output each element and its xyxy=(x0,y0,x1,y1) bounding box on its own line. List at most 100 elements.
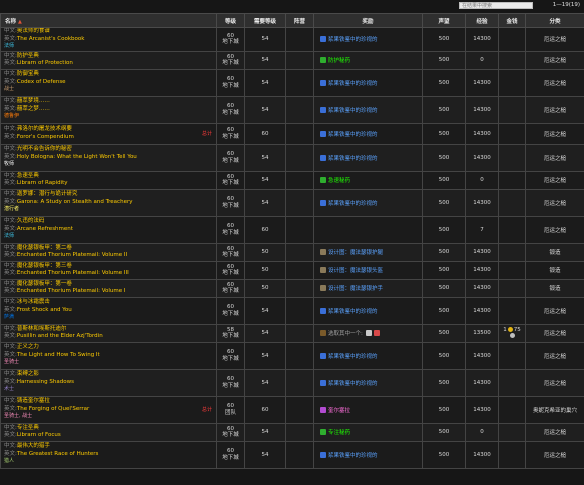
reward-link[interactable]: 专注秘药 xyxy=(328,430,351,436)
col-rep-header[interactable]: 声望 xyxy=(422,13,466,28)
quest-title-en[interactable]: The Greatest Race of Hunters xyxy=(16,450,99,457)
col-reward-header[interactable]: 奖励 xyxy=(313,13,423,28)
quest-title-en[interactable]: Librarn of Focus xyxy=(16,432,61,438)
table-row[interactable]: 中文:囍萃梦境…… 英文:囍萃之梦…… 德鲁伊 60 地下城 54 浆果铁鉴中的珍视的 500… xyxy=(0,95,584,124)
quest-title-cn[interactable]: 防御宝典 xyxy=(16,71,39,78)
category-cell[interactable]: 厄运之槌 xyxy=(525,68,584,97)
quest-title-cn[interactable]: 普斯林和埃斯托迪尔 xyxy=(16,325,67,332)
reward-item-icon[interactable] xyxy=(320,106,326,113)
col-camp-header[interactable]: 阵营 xyxy=(285,13,314,28)
reward-item-icon[interactable] xyxy=(320,79,326,86)
quest-title-cn[interactable]: 魔化瑟银板甲：第三卷 xyxy=(16,262,72,269)
potion-icon[interactable] xyxy=(320,57,326,63)
category-cell[interactable]: 奥妮克希亚的巢穴 xyxy=(525,395,584,424)
quest-title-cn[interactable]: 束缚之影 xyxy=(16,371,39,378)
quest-title-en[interactable]: Enchanted Thorium Platemail: Volume II xyxy=(16,252,128,258)
quest-title-cn[interactable]: 囍萃梦境…… xyxy=(16,98,50,105)
table-row[interactable]: 中文:防护圣典 英文:Librarn of Protection 60 地下城 54 防护… xyxy=(0,50,584,70)
table-row[interactable]: 中文:正义之力 英文:The Light and How To Swing It 圣… xyxy=(0,341,584,370)
recipe-scroll-icon[interactable] xyxy=(320,285,326,291)
category-cell[interactable]: 厄运之槌 xyxy=(525,27,584,52)
quest-title-cn[interactable]: 最伟大的猎手 xyxy=(16,443,50,450)
reward-link[interactable]: 浆果铁鉴中的珍视的 xyxy=(328,200,378,207)
quest-title-cn[interactable]: 迦罗娜：潜行与诡计研究 xyxy=(16,191,78,198)
reward-link[interactable]: 急速秘药 xyxy=(328,178,351,184)
quest-title-cn[interactable]: 久违的法码 xyxy=(16,218,45,225)
table-row[interactable]: 中文:魔化瑟银板甲：第三卷 英文:Enchanted Thorium Platem… xyxy=(0,260,584,280)
quest-title-cn[interactable]: 奥法师的食谱 xyxy=(16,28,50,34)
col-req-level-header[interactable]: 需要等级 xyxy=(244,13,286,28)
table-row[interactable]: 中文:普斯林和埃斯托迪尔 英文:Pusillin and the Elder Az… xyxy=(0,323,584,343)
reward-choice-icon[interactable] xyxy=(320,330,326,336)
category-cell[interactable]: 锻造 xyxy=(525,242,584,262)
quest-title-cn[interactable]: 冰与冰霜震击 xyxy=(16,299,50,306)
search-input[interactable]: 在结果中搜索 xyxy=(459,2,533,9)
category-cell[interactable]: 厄运之槌 xyxy=(525,50,584,70)
category-cell[interactable]: 厄运之槌 xyxy=(525,440,584,469)
quest-title-cn[interactable]: 弗洛尔的屠龙技术纲要 xyxy=(16,126,72,132)
table-row[interactable]: 中文:最伟大的猎手 英文:The Greatest Race of Hunters… xyxy=(0,440,584,469)
quest-title-cn[interactable]: 正义之力 xyxy=(16,344,39,351)
category-cell[interactable]: 厄运之槌 xyxy=(525,188,584,217)
reward-item-icon[interactable] xyxy=(320,352,326,359)
reward-item-icon[interactable] xyxy=(320,130,326,137)
quest-title-en[interactable]: Foror's Compendium xyxy=(16,133,74,140)
reward-link[interactable]: 浆果铁鉴中的珍视的 xyxy=(328,80,378,87)
potion-icon[interactable] xyxy=(320,429,326,435)
reward-item-icon[interactable] xyxy=(320,451,326,458)
category-cell[interactable]: 厄运之槌 xyxy=(525,170,584,190)
reward-item-icon[interactable] xyxy=(320,199,326,206)
reward-link[interactable]: 浆果铁鉴中的珍视的 xyxy=(328,452,378,459)
table-row[interactable]: 中文:魔化瑟银板甲：第一卷 英文:Enchanted Thorium Platem… xyxy=(0,278,584,298)
quest-title-en[interactable]: The Forging of Quel'Serrar xyxy=(16,405,90,412)
quest-title-en[interactable]: Codex of Defense xyxy=(16,78,66,85)
category-cell[interactable]: 厄运之槌 xyxy=(525,296,584,325)
reward-link[interactable]: 浆果铁鉴中的珍视的 xyxy=(328,37,378,44)
category-cell[interactable]: 厄运之槌 xyxy=(525,95,584,124)
quest-title-en[interactable]: Librarn of Protection xyxy=(16,60,73,66)
table-row[interactable]: 中文:弗洛尔的屠龙技术纲要 英文:Foror's Compendium 总计 60 地下… xyxy=(0,122,584,145)
table-row[interactable]: 中文:魔化瑟银板甲：第二卷 英文:Enchanted Thorium Platem… xyxy=(0,242,584,262)
table-row[interactable]: 中文:迦罗娜：潜行与诡计研究 英文:Garona: A Study on Stea… xyxy=(0,188,584,217)
reward-item-icon[interactable] xyxy=(320,36,326,43)
reward-link[interactable]: 浆果铁鉴中的珍视的 xyxy=(328,107,378,114)
col-xp-header[interactable]: 经验 xyxy=(465,13,499,28)
recipe-scroll-icon[interactable] xyxy=(320,249,326,255)
quest-title-cn[interactable]: 铸造奎尔塞拉 xyxy=(16,398,50,405)
quest-title-cn[interactable]: 专注圣典 xyxy=(16,424,39,431)
quest-title-en[interactable]: Enchanted Thorium Platemail: Volume I xyxy=(16,288,126,294)
table-row[interactable]: 中文:铸造奎尔塞拉 英文:The Forging of Quel'Serrar 圣骑… xyxy=(0,395,584,424)
reward-link[interactable]: 浆果铁鉴中的珍视的 xyxy=(328,353,378,360)
reward-link[interactable]: 防护秘药 xyxy=(328,58,351,64)
recipe-scroll-icon[interactable] xyxy=(320,267,326,273)
category-cell[interactable]: 厄运之槌 xyxy=(525,143,584,172)
category-cell[interactable]: 锻造 xyxy=(525,260,584,280)
reward-link[interactable]: 设计图：魔法瑟银护腿 xyxy=(328,250,384,256)
reward-item-icon[interactable] xyxy=(320,307,326,314)
reward-link[interactable]: 奎尔塞拉 xyxy=(328,407,351,414)
quest-title-en[interactable]: Holy Bologna: What the Light Won't Tell … xyxy=(16,153,137,160)
quest-title-en[interactable]: Enchanted Thorium Platemail: Volume III xyxy=(16,270,129,276)
col-name-header[interactable]: 名称 ▲ xyxy=(0,13,217,28)
category-cell[interactable]: 厄运之槌 xyxy=(525,368,584,397)
quest-title-en[interactable]: Frost Shock and You xyxy=(16,306,72,313)
reward-choice-icon[interactable] xyxy=(365,330,372,336)
table-row[interactable]: 中文:久违的法码 英文:Arcane Refreshment 法师 60 地下城 60 50… xyxy=(0,215,584,244)
potion-icon[interactable] xyxy=(320,177,326,183)
reward-link[interactable]: 浆果铁鉴中的珍视的 xyxy=(328,308,378,315)
reward-link[interactable]: 浆果铁鉴中的珍视的 xyxy=(328,131,378,138)
quest-title-cn[interactable]: 魔化瑟银板甲：第一卷 xyxy=(16,280,72,287)
reward-choice-icon[interactable] xyxy=(373,330,380,336)
table-row[interactable]: 中文:冰与冰霜震击 英文:Frost Shock and You 萨满 60 地下城 54… xyxy=(0,296,584,325)
quest-title-en[interactable]: The Arcanist's Cookbook xyxy=(16,35,85,42)
sword-icon[interactable] xyxy=(320,406,326,413)
category-cell[interactable]: 锻造 xyxy=(525,278,584,298)
category-cell[interactable]: 厄运之槌 xyxy=(525,122,584,145)
category-cell[interactable]: 厄运之槌 xyxy=(525,215,584,244)
quest-title-cn[interactable]: 防护圣典 xyxy=(16,52,39,59)
category-cell[interactable]: 厄运之槌 xyxy=(525,323,584,343)
quest-title-en[interactable]: Harnessing Shadows xyxy=(16,378,74,385)
reward-link[interactable]: 浆果铁鉴中的珍视的 xyxy=(328,380,378,387)
category-cell[interactable]: 厄运之槌 xyxy=(525,422,584,442)
reward-link[interactable]: 设计图：魔法瑟银头盔 xyxy=(328,268,384,274)
